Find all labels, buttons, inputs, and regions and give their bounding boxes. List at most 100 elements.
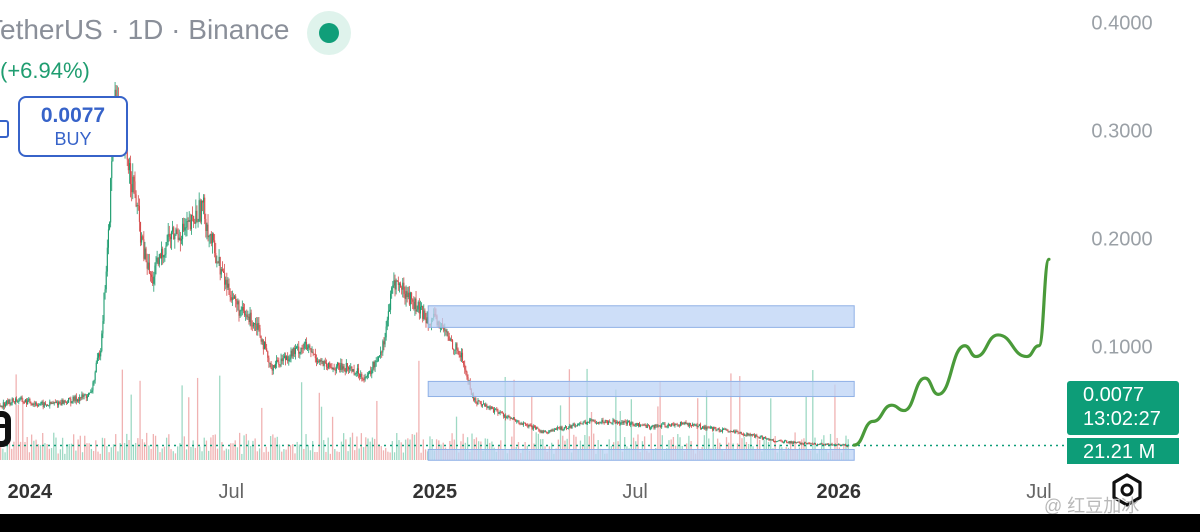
candle-body <box>313 353 315 355</box>
candle-body <box>465 369 467 372</box>
candle-body <box>72 396 74 402</box>
candle-body <box>461 352 464 362</box>
candle-body <box>393 280 395 286</box>
candle-body <box>662 423 664 425</box>
candle-body <box>614 420 616 424</box>
volume-bar <box>812 370 814 460</box>
candle-body <box>345 363 347 372</box>
candle-body <box>495 409 497 411</box>
candle-body <box>248 316 250 323</box>
volume-bar <box>677 434 679 460</box>
candle-body <box>110 178 112 223</box>
candle-body <box>713 427 715 431</box>
volume-bar <box>216 448 219 460</box>
volume-bar <box>272 434 274 460</box>
volume-bar <box>327 437 329 460</box>
candle-body <box>97 353 100 358</box>
candle-body <box>102 321 104 334</box>
candle-body <box>569 425 571 428</box>
candle-body <box>279 364 281 366</box>
candle-body <box>200 200 202 222</box>
volume-bar <box>750 433 752 460</box>
candle-body <box>742 434 745 435</box>
volume-bar <box>70 443 73 460</box>
volume-bar <box>643 436 646 460</box>
candle-body <box>621 421 623 423</box>
candle-body <box>386 319 388 327</box>
volume-bar <box>382 450 385 460</box>
candle-body <box>1 405 3 408</box>
candle-body <box>33 403 35 405</box>
candle-body <box>101 333 103 352</box>
candle-body <box>480 403 482 406</box>
volume-bar <box>573 434 575 460</box>
volume-bar <box>95 440 97 460</box>
candle-body <box>257 322 259 330</box>
volume-bar <box>121 369 124 460</box>
candle-body <box>338 362 340 366</box>
candle-body <box>305 341 308 349</box>
candle-body <box>153 276 155 284</box>
volume-bar <box>274 437 276 460</box>
volume-bar <box>81 452 84 460</box>
candle-body <box>288 359 290 362</box>
candle-body <box>258 322 260 329</box>
candle-body <box>505 415 507 419</box>
volume-bar <box>214 434 216 460</box>
volume-bar <box>679 437 681 460</box>
candle-body <box>405 291 407 299</box>
candle-body <box>81 394 83 399</box>
candle-body <box>86 396 88 399</box>
candle-body <box>58 402 60 406</box>
volume-bar <box>371 437 374 460</box>
volume-bar <box>373 438 376 460</box>
volume-bar <box>672 436 675 460</box>
candle-body <box>778 440 780 441</box>
candle-body <box>241 307 243 311</box>
candle-body <box>224 272 226 285</box>
candle-body <box>361 373 363 379</box>
candle-body <box>51 403 53 405</box>
candle-body <box>761 436 763 440</box>
buy-button[interactable]: 0.0077 BUY <box>18 96 128 157</box>
volume-bar <box>334 449 336 460</box>
hand-tool-icon[interactable] <box>0 400 16 460</box>
volume-bar <box>770 398 772 460</box>
candle-body <box>668 423 670 426</box>
volume-bar <box>688 435 690 460</box>
candle-body <box>624 421 626 422</box>
buy-label: BUY <box>54 129 92 149</box>
candle-body <box>13 401 15 403</box>
candle-body <box>340 363 342 370</box>
candle-body <box>222 271 225 273</box>
candle-body <box>49 401 51 406</box>
volume-bar <box>365 437 367 460</box>
candle-body <box>365 376 367 378</box>
symbol-title[interactable]: TetherUS · 1D · Binance <box>0 14 290 45</box>
candle-body <box>445 329 447 332</box>
candle-body <box>163 255 165 258</box>
volume-bar <box>380 446 382 460</box>
candle-body <box>606 420 609 424</box>
candle-body <box>779 440 781 441</box>
volume-bar <box>75 450 77 460</box>
candle-body <box>510 417 512 419</box>
candle-body <box>409 292 412 305</box>
candle-body <box>812 443 814 445</box>
candle-body <box>751 434 753 436</box>
candle-body <box>730 431 732 432</box>
candle-body <box>526 424 528 426</box>
sell-button-edge[interactable] <box>0 120 9 138</box>
candle-body <box>596 422 599 424</box>
candle-body <box>169 236 171 240</box>
buy-price: 0.0077 <box>40 104 106 127</box>
settings-hexagon-icon[interactable] <box>1107 470 1147 510</box>
candle-body <box>39 404 41 406</box>
volume-bar <box>55 437 57 460</box>
candle-body <box>193 215 195 223</box>
volume-bar <box>358 448 360 460</box>
volume-bar <box>712 432 714 460</box>
volume-bar <box>4 452 6 460</box>
candle-body <box>511 417 513 419</box>
